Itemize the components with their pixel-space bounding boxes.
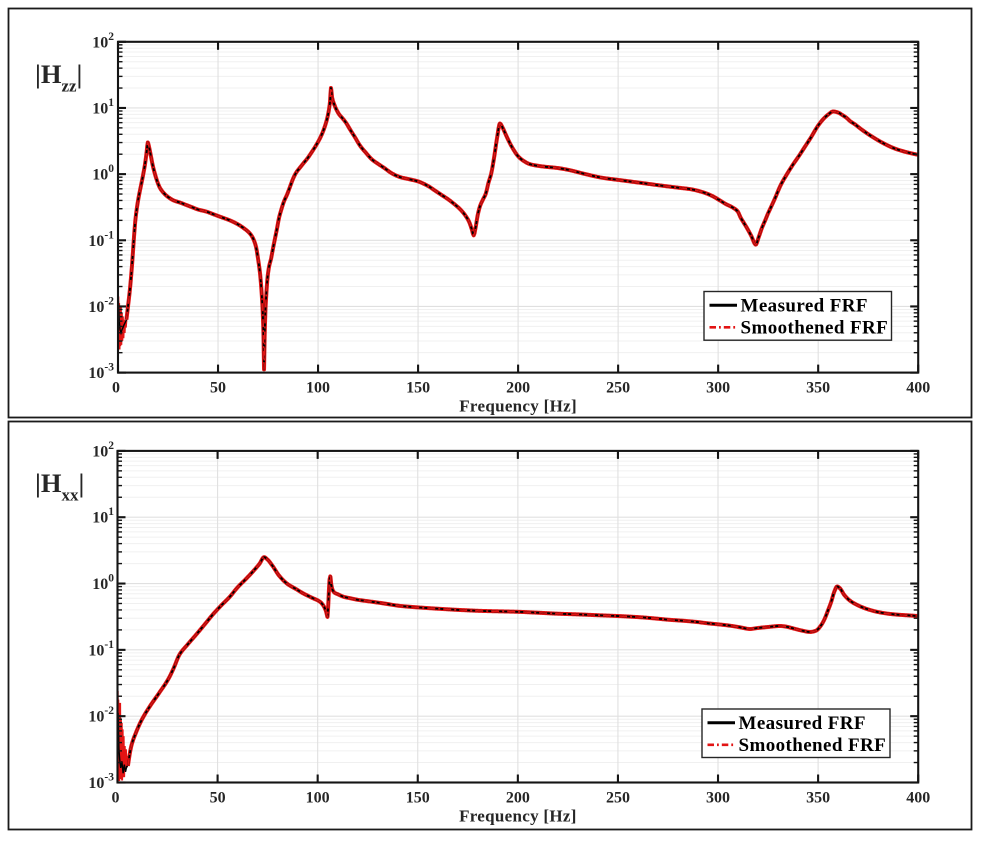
svg-text:150: 150: [406, 790, 430, 807]
svg-text:Smoothened FRF: Smoothened FRF: [741, 318, 889, 339]
svg-text:100: 100: [306, 790, 330, 807]
svg-text:150: 150: [406, 380, 430, 397]
svg-text:Smoothened FRF: Smoothened FRF: [739, 735, 887, 756]
svg-text:Measured FRF: Measured FRF: [741, 296, 868, 317]
svg-text:400: 400: [906, 790, 930, 807]
svg-text:300: 300: [706, 380, 730, 397]
svg-text:200: 200: [506, 380, 530, 397]
svg-text:0: 0: [112, 790, 120, 807]
svg-text:100: 100: [306, 380, 330, 397]
svg-text:250: 250: [606, 380, 630, 397]
svg-text:50: 50: [210, 380, 226, 397]
svg-text:350: 350: [806, 380, 830, 397]
svg-text:200: 200: [506, 790, 530, 807]
svg-text:400: 400: [906, 380, 930, 397]
svg-text:Frequency [Hz]: Frequency [Hz]: [459, 396, 577, 415]
svg-text:350: 350: [806, 790, 830, 807]
svg-text:Measured FRF: Measured FRF: [739, 713, 866, 734]
svg-text:300: 300: [706, 790, 730, 807]
svg-text:0: 0: [112, 380, 120, 397]
svg-text:250: 250: [606, 790, 630, 807]
svg-text:Frequency [Hz]: Frequency [Hz]: [459, 806, 577, 825]
svg-text:50: 50: [210, 790, 226, 807]
